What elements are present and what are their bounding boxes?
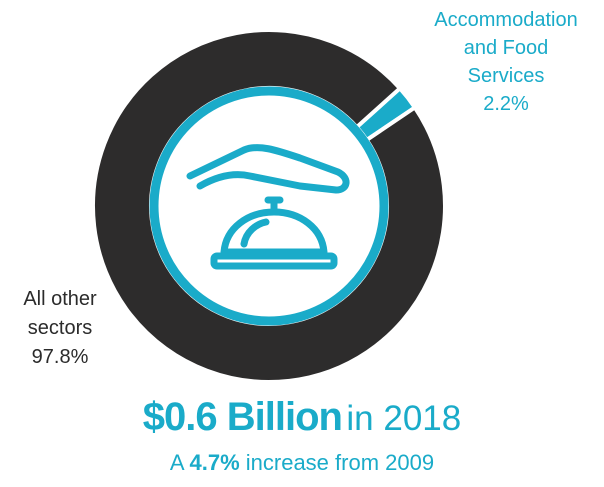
headline-suffix: in 2018 bbox=[346, 399, 462, 438]
label-accommodation-value: 2.2% bbox=[483, 93, 529, 115]
bell-dome bbox=[220, 208, 328, 256]
subline-percent: 4.7% bbox=[189, 450, 240, 475]
label-other-line-1: All other bbox=[23, 288, 97, 310]
service-bell-icon bbox=[186, 144, 350, 270]
subline-suffix: increase from 2009 bbox=[245, 450, 435, 475]
label-other-value: 97.8% bbox=[31, 346, 89, 368]
subline-prefix: A bbox=[169, 450, 184, 475]
bell-base bbox=[210, 252, 338, 270]
label-accommodation-line-2: and Food bbox=[463, 37, 549, 59]
bell-highlight bbox=[240, 218, 270, 248]
inner-circle bbox=[149, 86, 389, 326]
label-other-line-2: sectors bbox=[27, 317, 93, 339]
subline: A 4.7% increase from 2009 bbox=[0, 450, 604, 476]
label-other-sectors: All other sectors 97.8% bbox=[0, 285, 120, 372]
label-accommodation: Accommodation and Food Services 2.2% bbox=[408, 6, 604, 118]
headline-amount: $0.6 Billion bbox=[142, 395, 343, 439]
label-accommodation-line-1: Accommodation bbox=[434, 9, 578, 31]
headline: $0.6 Billion in 2018 bbox=[0, 395, 604, 440]
hand-shape bbox=[186, 144, 350, 194]
label-accommodation-line-3: Services bbox=[467, 65, 545, 87]
